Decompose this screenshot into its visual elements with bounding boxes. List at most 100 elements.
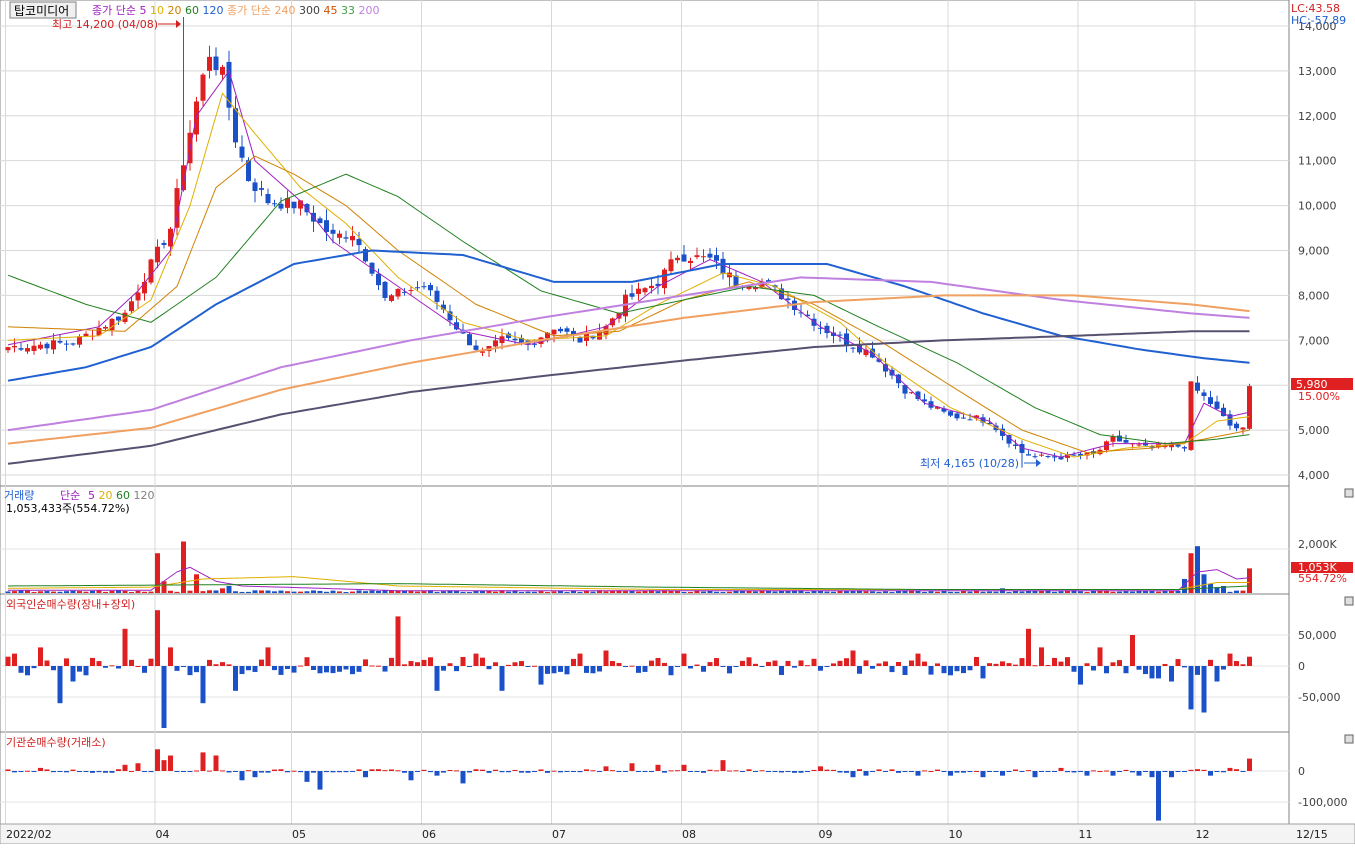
candle-body [707, 253, 713, 258]
volume-bar [1227, 591, 1233, 593]
volume-bar [824, 591, 830, 593]
volume-bar [974, 590, 979, 593]
volume-bar [805, 591, 810, 593]
foreign-bar [629, 665, 635, 667]
institution-bar [389, 769, 394, 771]
volume-bar [623, 591, 628, 593]
foreign-bar [1221, 666, 1226, 670]
candle-body [64, 343, 69, 345]
volume-bar [714, 591, 719, 593]
volume-bar [1039, 591, 1044, 593]
volume-legend-ma-60: 60 [116, 489, 134, 502]
legend-label-long: 종가 단순 [227, 4, 274, 17]
institution-bar [688, 771, 693, 772]
candle-body [1078, 453, 1083, 456]
candle-body [1195, 382, 1200, 391]
volume-bar [467, 592, 472, 593]
volume-ma-label: 단순 [60, 489, 80, 502]
volume-bar [980, 591, 986, 593]
candle-body [25, 348, 30, 352]
foreign-bar [740, 660, 745, 666]
candle-body [1221, 407, 1226, 417]
candle-body [850, 347, 856, 349]
institution-bar [395, 770, 401, 772]
candle-body [1026, 454, 1031, 456]
volume-bar [311, 590, 316, 593]
institution-bar [1234, 769, 1239, 771]
foreign-bar [811, 658, 817, 666]
candle-body [356, 239, 362, 246]
current-change: 15.00% [1298, 390, 1340, 403]
foreign-bar [408, 661, 414, 666]
foreign-bars [5, 610, 1252, 728]
foreign-bar [447, 663, 453, 666]
foreign-bar [1240, 664, 1246, 666]
institution-bar [519, 771, 524, 773]
current-price-tag [1291, 378, 1353, 390]
candle-body [148, 259, 154, 283]
volume-bar [610, 590, 615, 593]
x-label: 06 [422, 828, 436, 841]
institution-bar [337, 771, 342, 773]
institution-bar [51, 771, 56, 773]
candle-body [954, 413, 960, 419]
candle-body [363, 249, 368, 262]
institution-bar [655, 764, 661, 771]
institution-bar [792, 771, 797, 773]
candle-body [922, 399, 927, 402]
foreign-close-icon[interactable] [1344, 596, 1354, 606]
foreign-bar [467, 666, 472, 667]
candle-body [402, 291, 407, 293]
foreign-bar [915, 653, 921, 666]
candle-body [350, 236, 355, 241]
price-tick: 8,000 [1298, 289, 1330, 302]
volume-bar [831, 591, 836, 593]
foreign-bar [655, 657, 661, 666]
institution-bar [1182, 771, 1187, 772]
institution-bar [1078, 771, 1083, 772]
foreign-bar [675, 666, 680, 667]
volume-bar [213, 590, 219, 593]
volume-close-icon[interactable] [1344, 488, 1354, 498]
candle-body [1247, 386, 1252, 429]
volume-bar [5, 591, 11, 593]
foreign-bar [356, 666, 362, 672]
foreign-panel[interactable] [0, 593, 1290, 733]
candle-body [805, 314, 810, 317]
candle-body [1149, 446, 1155, 448]
foreign-bar [454, 666, 459, 672]
volume-bar [1123, 591, 1129, 593]
institution-panel[interactable] [0, 731, 1290, 825]
moving-averages [7, 69, 1250, 465]
price-tick: 4,000 [1298, 469, 1330, 482]
institution-bar [1045, 771, 1051, 773]
institution-bar [31, 771, 37, 772]
institution-bar [135, 763, 141, 771]
institution-axis-minus-100000: -100,000 [1298, 796, 1347, 809]
candle-body [1175, 444, 1181, 447]
institution-close-icon[interactable] [1344, 734, 1354, 744]
time-axis[interactable] [0, 823, 1355, 845]
foreign-bar [857, 666, 862, 674]
price-panel[interactable] [0, 0, 1290, 487]
foreign-bar [668, 666, 674, 676]
candle-body [298, 200, 303, 209]
foreign-bar [974, 656, 979, 666]
stock-name-box[interactable] [9, 1, 77, 19]
volume-bar [389, 590, 394, 593]
institution-bar [467, 771, 472, 773]
price-legend: 종가 단순 5 10 20 60 120 종가 단순 240 300 45 33… [92, 4, 379, 17]
foreign-bar [421, 659, 427, 666]
candle-body [317, 218, 323, 224]
volume-bar [850, 591, 856, 593]
volume-panel[interactable] [0, 485, 1290, 595]
institution-bar [577, 771, 583, 773]
volume-bar [246, 591, 251, 593]
candle-body [343, 237, 349, 239]
institution-bar [772, 771, 778, 772]
candle-body [259, 188, 264, 190]
institution-bar [109, 771, 115, 773]
foreign-bar [948, 666, 953, 676]
foreign-bar [168, 647, 173, 666]
